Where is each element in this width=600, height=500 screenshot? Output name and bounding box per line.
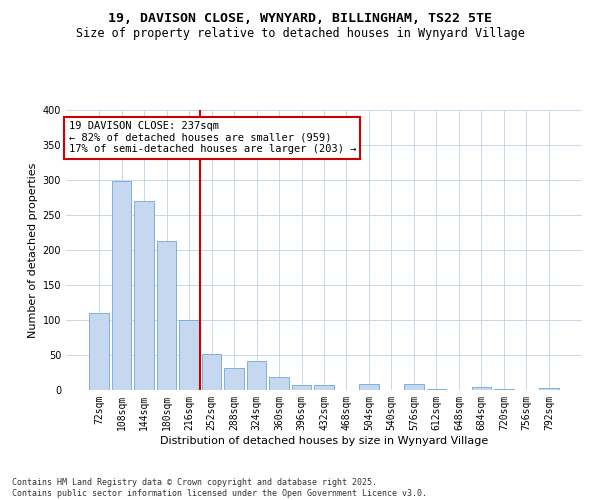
Bar [202, 354, 221, 390]
Bar [134, 201, 154, 390]
Bar [112, 182, 131, 390]
Bar [472, 386, 491, 390]
X-axis label: Distribution of detached houses by size in Wynyard Village: Distribution of detached houses by size … [160, 436, 488, 446]
Bar [539, 388, 559, 390]
Bar [427, 388, 446, 390]
Text: 19 DAVISON CLOSE: 237sqm
← 82% of detached houses are smaller (959)
17% of semi-: 19 DAVISON CLOSE: 237sqm ← 82% of detach… [68, 121, 356, 154]
Bar [269, 378, 289, 390]
Bar [224, 368, 244, 390]
Bar [89, 313, 109, 390]
Bar [157, 241, 176, 390]
Y-axis label: Number of detached properties: Number of detached properties [28, 162, 38, 338]
Bar [179, 320, 199, 390]
Bar [292, 385, 311, 390]
Text: Size of property relative to detached houses in Wynyard Village: Size of property relative to detached ho… [76, 28, 524, 40]
Bar [247, 362, 266, 390]
Bar [314, 385, 334, 390]
Bar [359, 384, 379, 390]
Bar [494, 388, 514, 390]
Bar [404, 384, 424, 390]
Text: Contains HM Land Registry data © Crown copyright and database right 2025.
Contai: Contains HM Land Registry data © Crown c… [12, 478, 427, 498]
Text: 19, DAVISON CLOSE, WYNYARD, BILLINGHAM, TS22 5TE: 19, DAVISON CLOSE, WYNYARD, BILLINGHAM, … [108, 12, 492, 26]
